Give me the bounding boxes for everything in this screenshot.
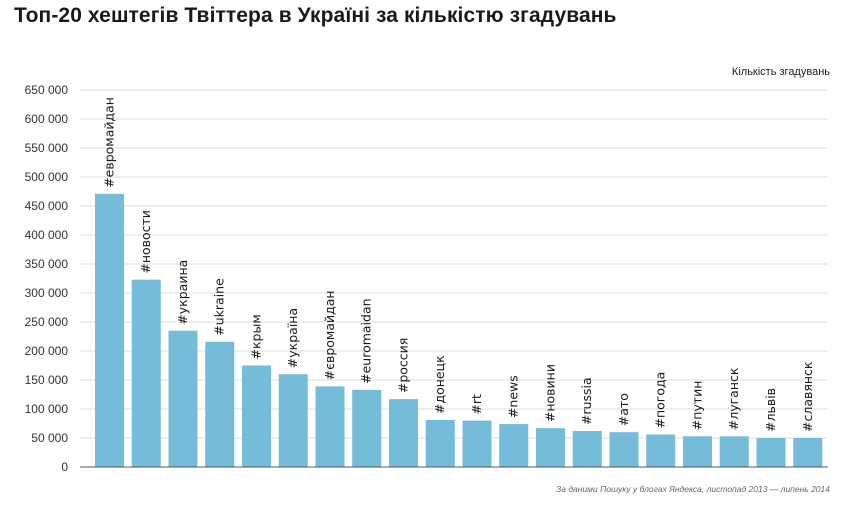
- bar-category-label: #погода: [653, 372, 668, 429]
- y-tick-label: 0: [61, 460, 68, 474]
- bar-category-label: #крым: [249, 314, 264, 359]
- bar: [168, 330, 198, 467]
- bar: [609, 432, 639, 467]
- y-tick-label: 500 000: [25, 170, 69, 184]
- bar-category-label: #россия: [396, 338, 411, 393]
- y-tick-label: 150 000: [25, 373, 69, 387]
- source-note: За даними Пошуку у блогах Яндекса, листо…: [556, 484, 830, 494]
- bar: [242, 365, 271, 467]
- bar-category-label: #славянск: [800, 361, 815, 432]
- bar-category-label: #новости: [138, 210, 153, 274]
- y-tick-label: 50 000: [31, 431, 68, 445]
- bar-category-label: #донецк: [432, 355, 447, 414]
- bar-category-label: #луганск: [726, 367, 741, 430]
- bar-category-label: #украина: [175, 260, 190, 325]
- bar: [131, 279, 161, 467]
- bar-labels: #евромайдан #новости #украина #ukraine #крым…: [102, 97, 815, 432]
- y-axis-label: Кількість згадувань: [731, 66, 830, 78]
- bar-category-label: #евромайдан: [102, 97, 117, 188]
- bar: [352, 389, 382, 467]
- chart-title: Топ-20 хештегів Твіттера в Україні за кі…: [14, 4, 617, 27]
- bar-category-label: #євромайдан: [322, 290, 337, 380]
- bar: [462, 420, 492, 467]
- bar-category-label: #euromaidan: [359, 298, 374, 383]
- bars: [95, 193, 823, 467]
- bar: [278, 374, 308, 467]
- bar-category-label: #ато: [616, 393, 631, 426]
- bar: [683, 436, 712, 467]
- bar: [389, 399, 418, 467]
- y-tick-label: 600 000: [25, 112, 69, 126]
- bar-category-label: #rt: [469, 394, 484, 415]
- bar-category-label: #новини: [543, 364, 558, 422]
- y-tick-label: 300 000: [25, 286, 69, 300]
- bar-category-label: #russia: [579, 377, 594, 425]
- bar: [646, 434, 676, 467]
- gridlines: [80, 89, 828, 439]
- bar: [315, 386, 345, 467]
- bar: [756, 438, 786, 467]
- bar: [793, 438, 823, 467]
- bar: [205, 341, 235, 467]
- bar-category-label: #путин: [690, 381, 705, 431]
- bar: [536, 428, 565, 467]
- y-tick-label: 250 000: [25, 315, 69, 329]
- bar: [499, 424, 529, 467]
- bar-category-label: #львів: [763, 388, 778, 432]
- y-tick-label: 400 000: [25, 228, 69, 242]
- bar-category-label: #ukraine: [212, 278, 227, 336]
- bar: [572, 431, 602, 467]
- bar: [719, 436, 749, 467]
- bar-category-label: #україна: [285, 308, 300, 368]
- y-tick-label: 450 000: [25, 199, 69, 213]
- y-tick-label: 200 000: [25, 344, 69, 358]
- y-tick-label: 350 000: [25, 257, 69, 271]
- y-tick-label: 650 000: [25, 83, 69, 97]
- bar: [95, 193, 124, 467]
- y-tick-label: 550 000: [25, 141, 69, 155]
- bar: [425, 420, 455, 467]
- bar-category-label: #news: [506, 375, 521, 418]
- y-tick-label: 100 000: [25, 402, 69, 416]
- y-axis-ticks: 0 50 000 100 000 150 000 200 000 250 000 300 0…: [25, 83, 69, 474]
